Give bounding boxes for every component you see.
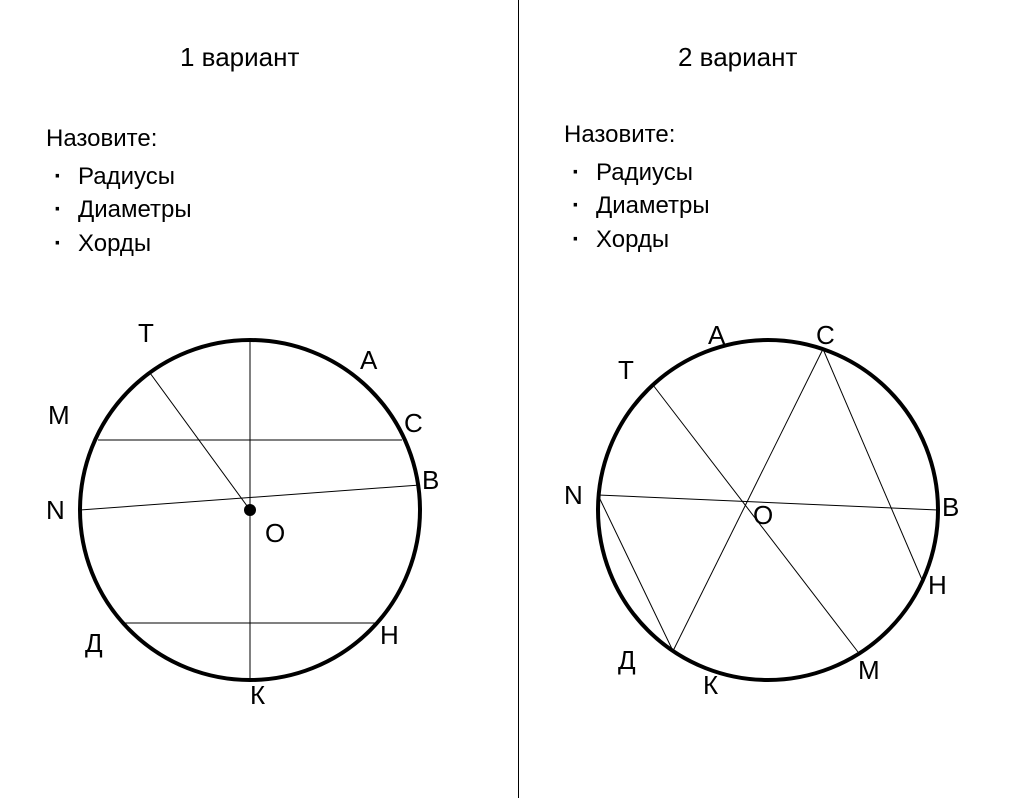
bullet-item: Радиусы	[46, 160, 192, 194]
bullet-item: Диаметры	[46, 193, 192, 227]
label-M: М	[858, 655, 880, 686]
label-D: Д	[618, 645, 636, 676]
label-T: Т	[618, 355, 634, 386]
label-K: К	[250, 680, 265, 711]
label-C: С	[404, 408, 423, 439]
center-dot	[244, 504, 256, 516]
label-O: О	[265, 518, 285, 549]
variant2-diagram: Т А С N О В Н Д К М	[558, 300, 978, 720]
variant1-diagram: Т А М С N В О Д Н К	[40, 300, 460, 720]
bullet-item: Хорды	[564, 223, 710, 257]
variant2-title: 2 вариант	[678, 42, 797, 73]
label-M: М	[48, 400, 70, 431]
label-D: Д	[85, 628, 103, 659]
instruction-heading: Назовите:	[564, 118, 710, 152]
label-C: С	[816, 320, 835, 351]
variant1-svg	[40, 300, 460, 720]
label-A: А	[708, 320, 725, 351]
variant1-panel: 1 вариант Назовите: Радиусы Диаметры Хор…	[0, 0, 518, 798]
variant2-instructions: Назовите: Радиусы Диаметры Хорды	[564, 118, 710, 256]
label-T: Т	[138, 318, 154, 349]
label-N: N	[564, 480, 583, 511]
label-K: К	[703, 670, 718, 701]
bullet-item: Радиусы	[564, 156, 710, 190]
instruction-heading: Назовите:	[46, 122, 192, 156]
bullet-item: Хорды	[46, 227, 192, 261]
label-A: А	[360, 345, 377, 376]
variant1-title: 1 вариант	[180, 42, 299, 73]
variant1-instructions: Назовите: Радиусы Диаметры Хорды	[46, 122, 192, 260]
label-H: Н	[928, 570, 947, 601]
label-B: В	[942, 492, 959, 523]
label-B: В	[422, 465, 439, 496]
bullet-item: Диаметры	[564, 189, 710, 223]
label-H: Н	[380, 620, 399, 651]
label-N: N	[46, 495, 65, 526]
label-O: О	[753, 500, 773, 531]
variant2-panel: 2 вариант Назовите: Радиусы Диаметры Хор…	[518, 0, 1036, 798]
